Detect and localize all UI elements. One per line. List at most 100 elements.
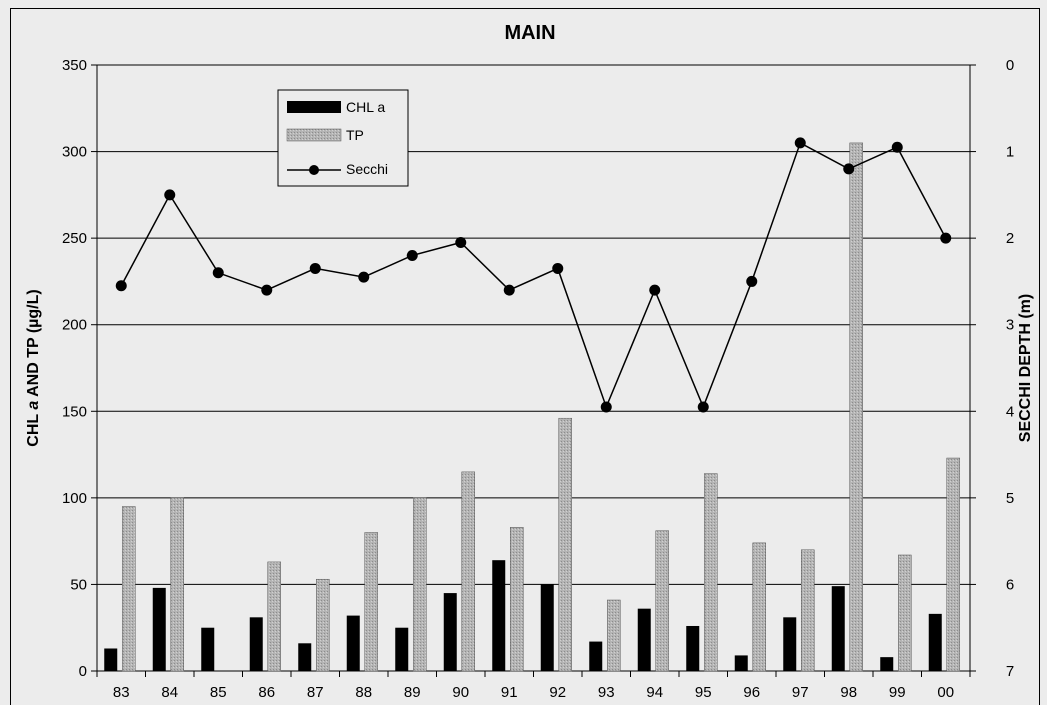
secchi-point: [891, 141, 903, 153]
secchi-point: [503, 284, 515, 296]
bar-chl-a: [104, 648, 118, 671]
bar-tp: [946, 457, 960, 672]
secchi-line: [120, 141, 947, 410]
secchi-point: [940, 232, 952, 244]
legend: CHL a TP Secchi: [277, 89, 409, 187]
x-tick-label: 87: [307, 684, 324, 701]
y2-tick-label: 2: [1006, 230, 1014, 247]
bar-chl-a: [831, 586, 845, 671]
y-tick-label: 300: [62, 144, 87, 161]
y2-tick-label: 0: [1006, 57, 1014, 74]
secchi-point: [843, 163, 855, 175]
bar-tp: [607, 599, 621, 672]
bar-tp: [510, 527, 524, 672]
bar-tp: [752, 542, 766, 672]
bar-chl-a: [152, 587, 166, 671]
bar-tp: [364, 532, 378, 672]
bar-tp: [170, 497, 184, 672]
secchi-point: [358, 271, 370, 283]
bar-chl-a: [783, 617, 797, 671]
legend-label-chl: CHL a: [346, 99, 385, 115]
secchi-point: [164, 189, 176, 201]
bar-tp: [801, 549, 815, 672]
bar-tp: [122, 506, 136, 672]
bar-tp: [704, 473, 718, 672]
x-tick-label: 98: [840, 684, 857, 701]
y-tick-label: 350: [62, 57, 87, 74]
bar-chl-a: [880, 657, 894, 671]
bar-tp: [413, 497, 427, 672]
chart-border: [10, 8, 1040, 705]
bar-chl-a: [492, 560, 506, 671]
y-tick-label: 100: [62, 490, 87, 507]
bar-tp: [316, 578, 330, 672]
bar-chl-a: [589, 641, 603, 671]
y-tick-label: 150: [62, 403, 87, 420]
secchi-point: [697, 401, 709, 413]
legend-label-tp: TP: [346, 127, 364, 143]
secchi-point: [794, 137, 806, 149]
x-tick-label: 99: [889, 684, 906, 701]
legend-swatch-tp: [286, 128, 342, 142]
x-tick-label: 94: [646, 684, 663, 701]
x-tick-label: 92: [549, 684, 566, 701]
bar-chl-a: [734, 655, 748, 671]
bar-chl-a: [346, 615, 360, 671]
y-tick-label: 250: [62, 230, 87, 247]
y2-axis-title: SECCHI DEPTH (m): [1017, 294, 1034, 442]
secchi-point: [309, 262, 321, 274]
x-tick-label: 95: [695, 684, 712, 701]
y-tick-label: 0: [79, 663, 87, 680]
bar-chl-a: [298, 643, 312, 671]
y2-tick-label: 1: [1006, 144, 1014, 161]
x-tick-label: 85: [210, 684, 227, 701]
y-tick-label: 200: [62, 317, 87, 334]
x-tick-label: 93: [598, 684, 615, 701]
secchi-point: [649, 284, 661, 296]
x-tick-label: 88: [355, 684, 372, 701]
secchi-point: [746, 275, 758, 287]
gridlines: [97, 151, 970, 585]
bar-tp: [461, 471, 475, 672]
bar-chl-a: [443, 593, 457, 671]
bar-chl-a: [686, 625, 700, 671]
bar-chl-a: [928, 613, 942, 671]
y-tick-label: 50: [70, 576, 87, 593]
x-tick-label: 96: [743, 684, 760, 701]
x-tick-label: 91: [501, 684, 518, 701]
legend-swatch-secchi-marker: [309, 165, 319, 175]
legend-swatch-chl: [287, 101, 341, 113]
bar-chl-a: [540, 584, 554, 671]
y2-tick-label: 3: [1006, 317, 1014, 334]
bar-chl-a: [201, 627, 215, 671]
bar-chl-a: [637, 608, 651, 671]
bar-tp: [267, 561, 281, 672]
bar-tp: [898, 554, 912, 672]
secchi-point: [406, 249, 418, 261]
secchi-line-group: [115, 137, 952, 413]
x-tick-label: 86: [258, 684, 275, 701]
bar-chl-a: [395, 627, 409, 671]
y2-tick-label: 4: [1006, 403, 1014, 420]
y-axis-title-suffix: AND TP (µg/L): [25, 289, 42, 400]
legend-label-secchi: Secchi: [346, 161, 388, 177]
bars-group: [104, 142, 960, 672]
x-tick-label: 97: [792, 684, 809, 701]
axes-group: [91, 64, 976, 677]
x-tick-label: 83: [113, 684, 130, 701]
secchi-point: [261, 284, 273, 296]
secchi-point: [600, 401, 612, 413]
x-tick-label: 90: [452, 684, 469, 701]
chart-title: MAIN: [504, 22, 555, 44]
bar-chl-a: [249, 617, 263, 671]
y2-tick-label: 5: [1006, 490, 1014, 507]
x-tick-label: 00: [937, 684, 954, 701]
bar-tp: [655, 530, 669, 672]
tick-labels-group: 0 50 100 150 200 250 300 350 0 1 2 3 4 5 6 7 83 84 85 86 87 8…: [62, 57, 1014, 701]
x-tick-label: 84: [161, 684, 178, 701]
secchi-point: [455, 236, 467, 248]
secchi-point: [115, 280, 127, 292]
y-axis-title-italic: a: [25, 401, 42, 410]
y-axis-title-prefix: CHL: [25, 410, 42, 447]
